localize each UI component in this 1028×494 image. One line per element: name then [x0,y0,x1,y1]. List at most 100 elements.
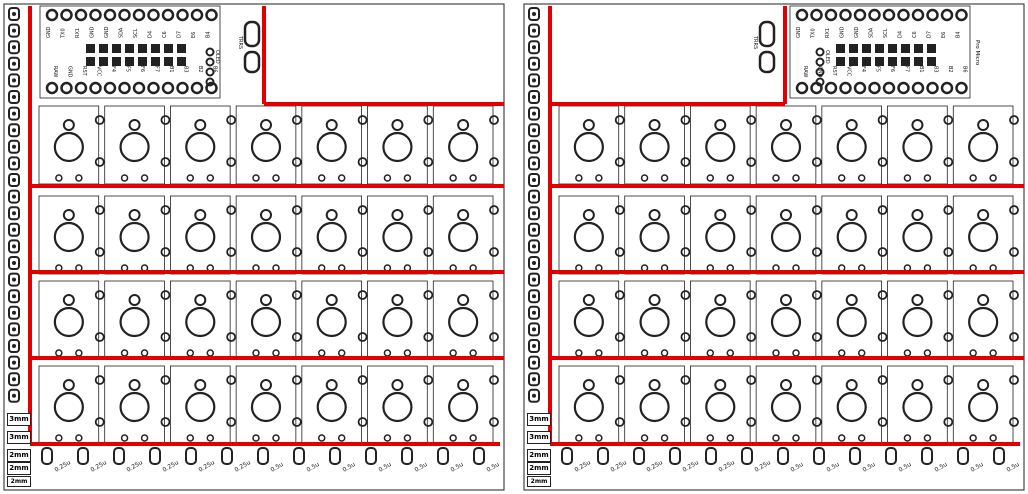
via [857,349,866,357]
breakaway-label: 0.5u [342,461,357,474]
switch-center-hole [382,391,413,423]
switch-pin-hole [845,379,858,391]
via [383,434,392,442]
switch-pin-hole [977,119,990,131]
trrs-label: TRRS [752,35,758,49]
pro-micro-label: Pro Micro [974,40,980,66]
diode-pad [943,332,954,342]
board-outline [523,3,1025,491]
diode-pad [680,247,691,257]
switch-center-hole [770,306,802,338]
diode-pad [680,290,691,300]
header-pin [176,81,189,95]
diode-pad [291,247,302,257]
diode-pad [226,115,237,125]
header-pin [853,81,867,95]
diode-pad [423,375,434,385]
jumper-pad [849,44,858,53]
switch-center-hole [573,131,604,163]
breakaway-label: 0.25u [718,459,737,474]
diode-pad [423,115,434,125]
diode-pad [680,205,691,215]
via [75,174,83,182]
switch-center-hole [770,131,802,163]
switch-center-hole [448,221,479,253]
breakaway-tab [149,447,161,465]
diode-pad [226,157,237,167]
diode-pad [357,290,368,300]
diode-pad [1009,332,1019,342]
diode-pad [489,375,499,385]
switch-center-hole [119,221,150,253]
spacer-label: 3mm [7,413,31,426]
trrs-jack [758,50,776,74]
switch-pin-hole [325,119,338,131]
switch-cell [301,105,362,185]
breakaway-label: 0.25u [754,459,773,474]
breakaway-label: 0.25u [198,459,217,474]
pin-label: B6 [962,66,968,73]
diode-pad [811,205,822,215]
switch-cell [558,105,620,185]
pin-label: F7 [904,66,910,72]
switch-cell [367,105,428,185]
pro-micro-footprint [39,5,221,99]
rail-hole-center [532,360,536,365]
breakaway-tab [77,447,89,465]
header-pin [810,8,823,22]
switch-center-hole [382,306,413,338]
header-pin [897,81,910,95]
switch-pin-hole [582,119,595,131]
rail-hole-center [12,227,16,232]
via [969,174,977,182]
rail-hole-center [532,161,536,166]
rail-hole-center [12,344,16,348]
diode-pad [614,115,625,125]
via [792,434,800,442]
diode-pad [94,205,105,215]
switch-pin-hole [260,379,272,391]
switch-cell [887,105,948,185]
via [923,434,932,442]
switch-pin-hole [128,119,141,131]
breakaway-tab [185,447,197,465]
switch-cell [104,105,165,185]
breakaway-label: 0.25u [646,459,665,474]
header-pin [74,81,88,95]
switch-cell [690,280,751,360]
via [403,434,412,442]
rail-hole-center [532,61,536,66]
switch-pin-hole [582,379,595,391]
rail-hole-center [532,377,536,382]
diode-pad [680,375,691,385]
jumper-pad [99,57,108,66]
switch-center-hole [705,391,736,423]
breakaway-tab [437,447,449,465]
breakaway-label: 0.25u [54,459,73,474]
via [383,349,392,357]
diode-pad [160,157,171,167]
via [55,434,63,442]
diode-pad [357,417,368,427]
diode-pad [160,375,171,385]
switch-center-hole [573,221,604,253]
rail-hole-center [12,211,16,216]
rail-hole-center [12,161,16,166]
pcb-panel-left: GND TX0 RX1 GND GND SDA SCL D4 C6 D7 E6 B4 RAW GND RST… [0,0,508,494]
pin-label: B4 [206,31,212,38]
header-pin [190,81,204,95]
rail-hole-center [532,261,536,265]
diode-pad [1009,115,1019,125]
diode-pad [423,332,434,342]
via [660,174,669,182]
via [449,174,457,182]
spacer-label: 3mm [7,431,31,444]
switch-center-hole [53,306,84,338]
via [449,434,457,442]
pin-label: F7 [154,66,160,72]
via [120,174,129,182]
via [252,174,260,182]
breakaway-label: 0.25u [610,459,629,474]
diode-pad [746,115,757,125]
breakaway-tab [293,447,305,465]
